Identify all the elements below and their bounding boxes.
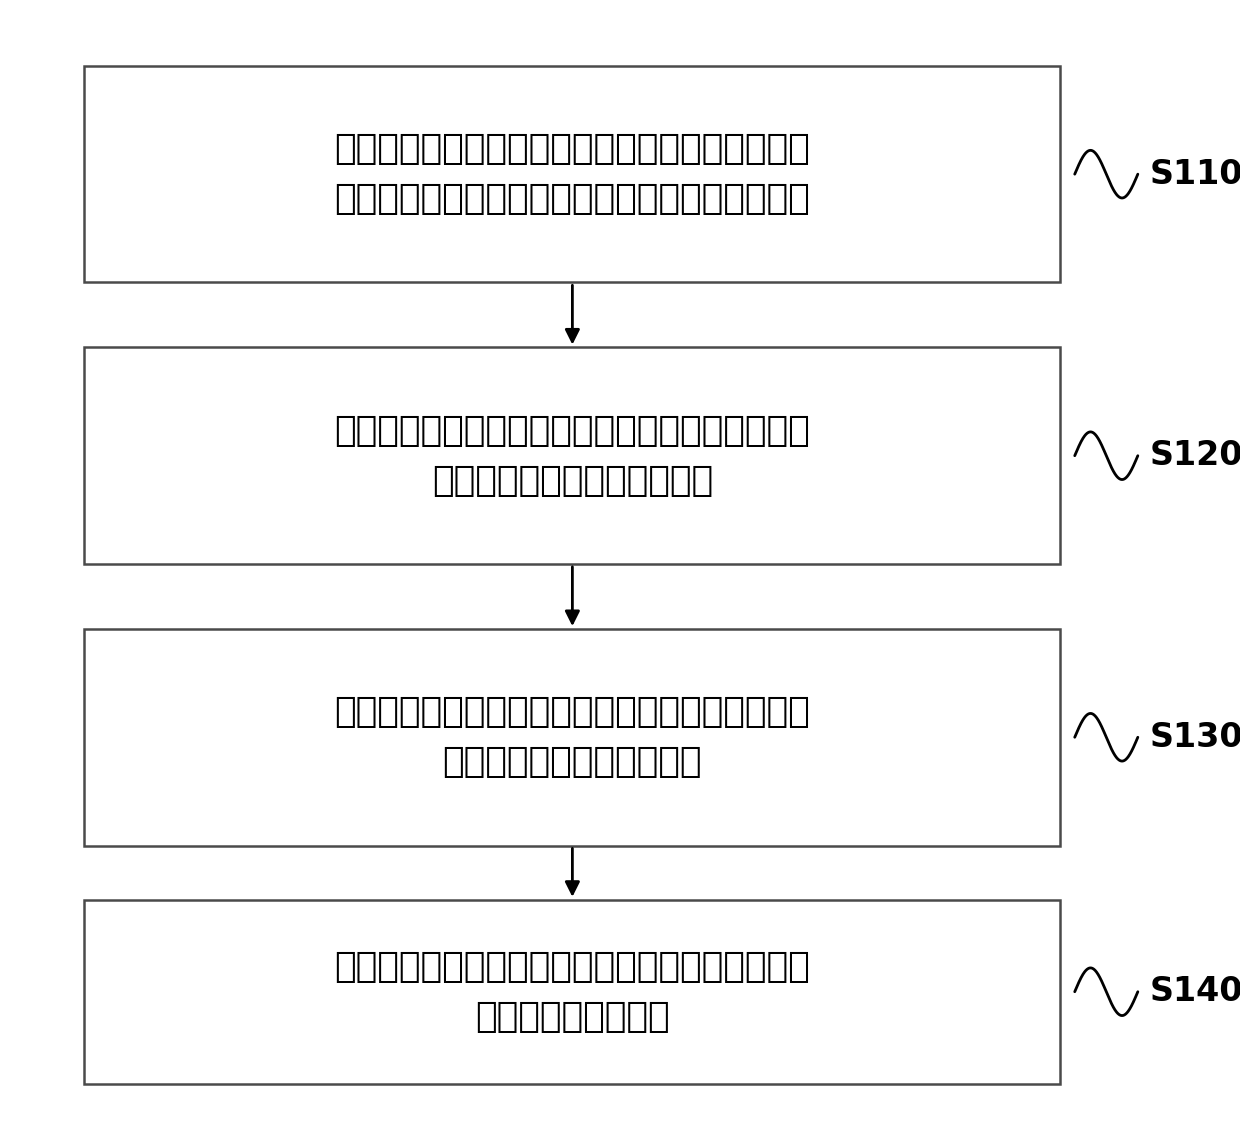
Text: 根据第一梯度平均功率矩阵确定最大梯度平均功率
和最大梯度平均功率的方向: 根据第一梯度平均功率矩阵确定最大梯度平均功率 和最大梯度平均功率的方向 — [335, 695, 810, 779]
Text: 根据最大梯度平均功率和最大梯度平均功率的方向
确定磁共振扫描策略: 根据最大梯度平均功率和最大梯度平均功率的方向 确定磁共振扫描策略 — [335, 950, 810, 1034]
Text: 根据逻辑轴梯度平均功率和预设规则确定物理坐标
系下的第一梯度平均功率矩阵: 根据逻辑轴梯度平均功率和预设规则确定物理坐标 系下的第一梯度平均功率矩阵 — [335, 414, 810, 497]
Text: 获取梯度脉冲序列在设定时间窗口下的逻辑轴的梯
度强度，并根据梯度强度确定逻辑轴梯度平均功率: 获取梯度脉冲序列在设定时间窗口下的逻辑轴的梯 度强度，并根据梯度强度确定逻辑轴梯… — [335, 132, 810, 217]
Bar — [84, 629, 1060, 846]
Text: S130: S130 — [1149, 721, 1240, 754]
Text: S110: S110 — [1149, 158, 1240, 191]
Bar — [84, 347, 1060, 564]
Bar — [84, 65, 1060, 282]
Text: S140: S140 — [1149, 976, 1240, 1008]
Text: S120: S120 — [1149, 439, 1240, 473]
Bar — [84, 900, 1060, 1084]
